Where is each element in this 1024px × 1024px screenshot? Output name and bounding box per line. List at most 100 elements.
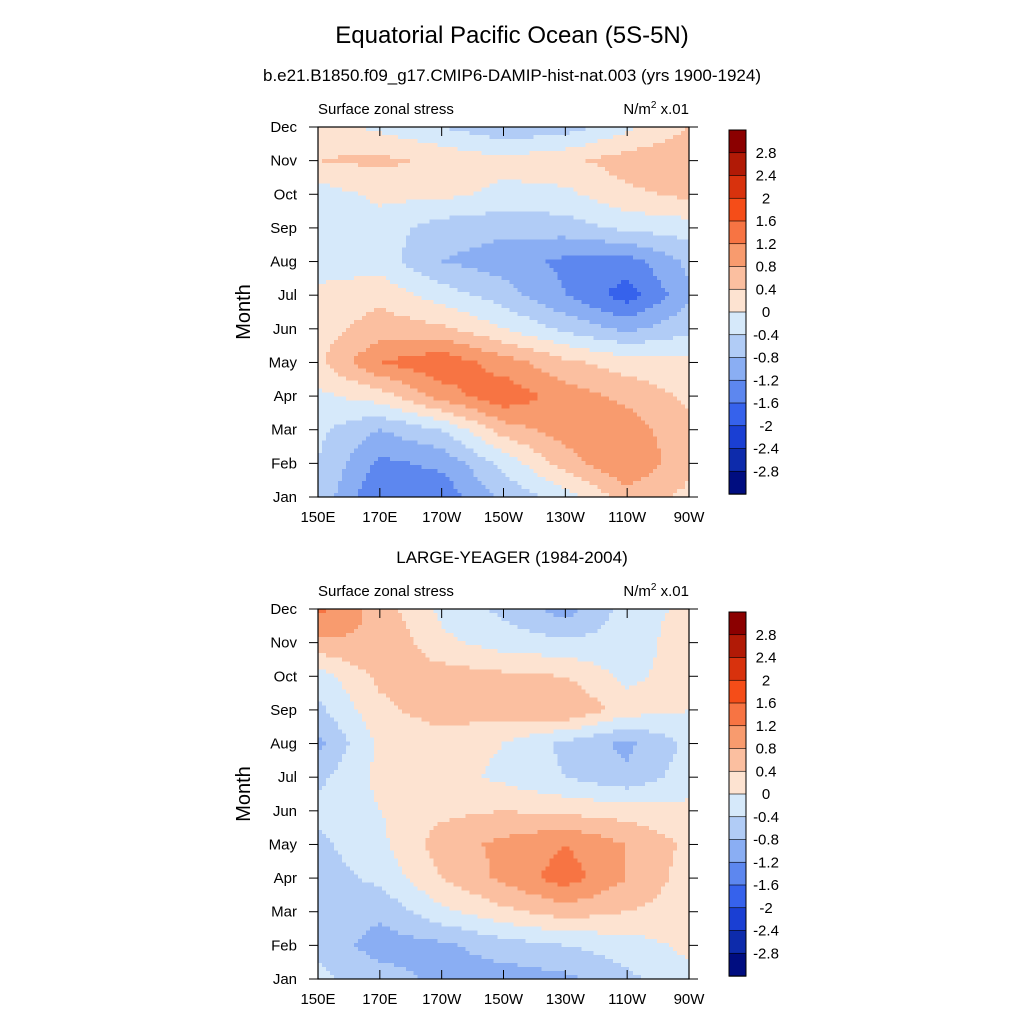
y-axis-label: Month bbox=[233, 284, 255, 340]
y-tick-label: May bbox=[269, 354, 298, 371]
colorbar-box bbox=[728, 611, 747, 636]
y-tick-label: Aug bbox=[270, 736, 297, 753]
y-tick-label: Sep bbox=[270, 220, 297, 237]
colorbar-label: -2.4 bbox=[753, 441, 779, 458]
colorbar-box bbox=[728, 907, 747, 932]
colorbar-label: 2.4 bbox=[756, 650, 777, 667]
colorbar-box bbox=[728, 861, 747, 886]
colorbar-box bbox=[728, 702, 747, 727]
x-tick-label: 170W bbox=[422, 509, 462, 526]
colorbar-box bbox=[728, 952, 747, 977]
colorbar-label: 0.4 bbox=[756, 281, 777, 298]
panel-model: 150E 170E 170W 150W 130W 110W 90W Jan Feb Mar Apr M… bbox=[233, 100, 779, 526]
colorbar-box bbox=[728, 266, 747, 290]
colorbar-label: -2 bbox=[759, 418, 772, 435]
x-tick-label: 170E bbox=[362, 509, 397, 526]
colorbar-box bbox=[728, 311, 747, 336]
colorbar-label: -1.2 bbox=[753, 372, 779, 389]
colorbar-label: -2 bbox=[759, 900, 772, 917]
y-tick-label: Nov bbox=[270, 153, 297, 170]
y-tick-label: May bbox=[269, 836, 298, 853]
colorbar-box bbox=[728, 425, 747, 450]
colorbar-box bbox=[728, 334, 747, 359]
x-tick-label: 150W bbox=[484, 991, 524, 1008]
panel1-title: b.e21.B1850.f09_g17.CMIP6-DAMIP-hist-nat… bbox=[263, 66, 761, 85]
colorbar-label: -1.6 bbox=[753, 877, 779, 894]
contour-field bbox=[318, 127, 690, 498]
y-tick-label: Feb bbox=[271, 455, 297, 472]
y-axis-label: Month bbox=[233, 766, 255, 822]
y-tick-label: Nov bbox=[270, 635, 297, 652]
colorbar-box bbox=[728, 470, 747, 495]
colorbar-box bbox=[728, 243, 747, 268]
y-tick-label: Jan bbox=[273, 971, 297, 988]
colorbar-box bbox=[728, 748, 747, 772]
colorbar-box bbox=[728, 793, 747, 818]
x-tick-label: 130W bbox=[546, 509, 586, 526]
colorbar-label: 1.2 bbox=[756, 236, 777, 253]
colorbar-box bbox=[728, 220, 747, 245]
panel-obs: 150E 170E 170W 150W 130W 110W 90W Jan Feb Mar Apr M… bbox=[233, 582, 779, 1008]
x-tick-label: 170W bbox=[422, 991, 462, 1008]
left-string: Surface zonal stress bbox=[318, 583, 454, 600]
x-tick-label: 90W bbox=[674, 509, 706, 526]
y-tick-label: Oct bbox=[274, 668, 298, 685]
colorbar-box bbox=[728, 930, 747, 954]
y-tick-label: Jun bbox=[273, 803, 297, 820]
colorbar-label: -0.4 bbox=[753, 327, 779, 344]
x-tick-label: 110W bbox=[608, 991, 647, 1008]
x-tick-label: 150E bbox=[300, 991, 335, 1008]
colorbar-label: -2.8 bbox=[753, 945, 779, 962]
colorbar-box bbox=[728, 152, 747, 177]
x-tick-label: 150E bbox=[300, 509, 335, 526]
x-tick-label: 110W bbox=[608, 509, 647, 526]
colorbar-box bbox=[728, 770, 747, 795]
colorbar-label: 0 bbox=[762, 304, 770, 321]
y-tick-label: Jun bbox=[273, 321, 297, 338]
colorbar-box bbox=[728, 839, 747, 863]
y-tick-label: Jul bbox=[278, 287, 297, 304]
colorbar: 2.8 2.4 2 1.6 1.2 0.8 0.4 0 -0.4 -0.8 -1.2 -1.6 -2 -2… bbox=[728, 129, 779, 495]
colorbar-label: 0.8 bbox=[756, 259, 777, 276]
y-tick-label: Jul bbox=[278, 769, 297, 786]
colorbar-label: -0.8 bbox=[753, 832, 779, 849]
x-tick-label: 90W bbox=[674, 991, 706, 1008]
colorbar-box bbox=[728, 634, 747, 659]
x-tick-label: 150W bbox=[484, 509, 524, 526]
y-tick-label: Apr bbox=[274, 870, 297, 887]
colorbar-box bbox=[728, 357, 747, 381]
y-tick-label: Jan bbox=[273, 489, 297, 506]
colorbar-label: -2.8 bbox=[753, 463, 779, 480]
y-tick-label: Apr bbox=[274, 388, 297, 405]
panel2-title: LARGE-YEAGER (1984-2004) bbox=[396, 548, 628, 567]
y-tick-label: Oct bbox=[274, 186, 298, 203]
colorbar-box bbox=[728, 175, 747, 199]
colorbar-label: 1.2 bbox=[756, 718, 777, 735]
colorbar-label: -0.4 bbox=[753, 809, 779, 826]
y-tick-label: Mar bbox=[271, 422, 297, 439]
contour-field bbox=[318, 609, 690, 980]
colorbar-label: 2 bbox=[762, 672, 770, 689]
colorbar-box bbox=[728, 197, 747, 222]
colorbar-label: 0.4 bbox=[756, 763, 777, 780]
left-string: Surface zonal stress bbox=[318, 101, 454, 118]
y-tick-label: Mar bbox=[271, 904, 297, 921]
colorbar-label: 2.4 bbox=[756, 168, 777, 185]
colorbar-box bbox=[728, 816, 747, 841]
colorbar-label: 1.6 bbox=[756, 213, 777, 230]
colorbar-label: -1.6 bbox=[753, 395, 779, 412]
colorbar: 2.8 2.4 2 1.6 1.2 0.8 0.4 0 -0.4 -0.8 -1.2 -1.6 -2 -2… bbox=[728, 611, 779, 977]
colorbar-box bbox=[728, 448, 747, 472]
colorbar-label: 0 bbox=[762, 786, 770, 803]
colorbar-label: -2.4 bbox=[753, 923, 779, 940]
units-label: N/m2 x.01 bbox=[623, 100, 689, 118]
units-label: N/m2 x.01 bbox=[623, 582, 689, 600]
colorbar-box bbox=[728, 129, 747, 154]
colorbar-label: 2.8 bbox=[756, 627, 777, 644]
colorbar-label: 2 bbox=[762, 190, 770, 207]
colorbar-box bbox=[728, 725, 747, 750]
colorbar-box bbox=[728, 884, 747, 909]
colorbar-label: 2.8 bbox=[756, 145, 777, 162]
x-tick-label: 170E bbox=[362, 991, 397, 1008]
